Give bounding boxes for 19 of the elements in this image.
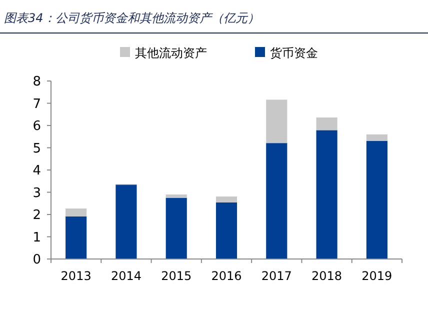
x-tick-label: 2019 bbox=[362, 269, 392, 283]
x-tick-label: 2015 bbox=[161, 269, 192, 283]
title: 图表34：公司货币资金和其他流动资产（亿元） bbox=[4, 11, 260, 25]
y-tick-label: 8 bbox=[32, 74, 41, 90]
y-tick-label: 1 bbox=[32, 230, 41, 246]
x-tick-label: 2013 bbox=[60, 269, 92, 283]
legend-label: 其他流动资产 bbox=[135, 46, 207, 60]
y-tick-label: 2 bbox=[32, 208, 41, 223]
y-tick-label: 3 bbox=[32, 186, 41, 201]
y-tick-label: 0 bbox=[32, 252, 41, 268]
y-tick-label: 4 bbox=[32, 164, 41, 178]
legend-label: 货币资金 bbox=[270, 46, 318, 60]
y-tick-label: 5 bbox=[32, 141, 41, 156]
x-tick-label: 2016 bbox=[211, 269, 242, 283]
x-tick-label: 2017 bbox=[261, 269, 292, 283]
x-tick-label: 2018 bbox=[312, 269, 342, 283]
y-tick-label: 7 bbox=[32, 96, 41, 112]
x-tick-label: 2014 bbox=[110, 269, 142, 283]
y-tick-label: 6 bbox=[32, 119, 41, 134]
